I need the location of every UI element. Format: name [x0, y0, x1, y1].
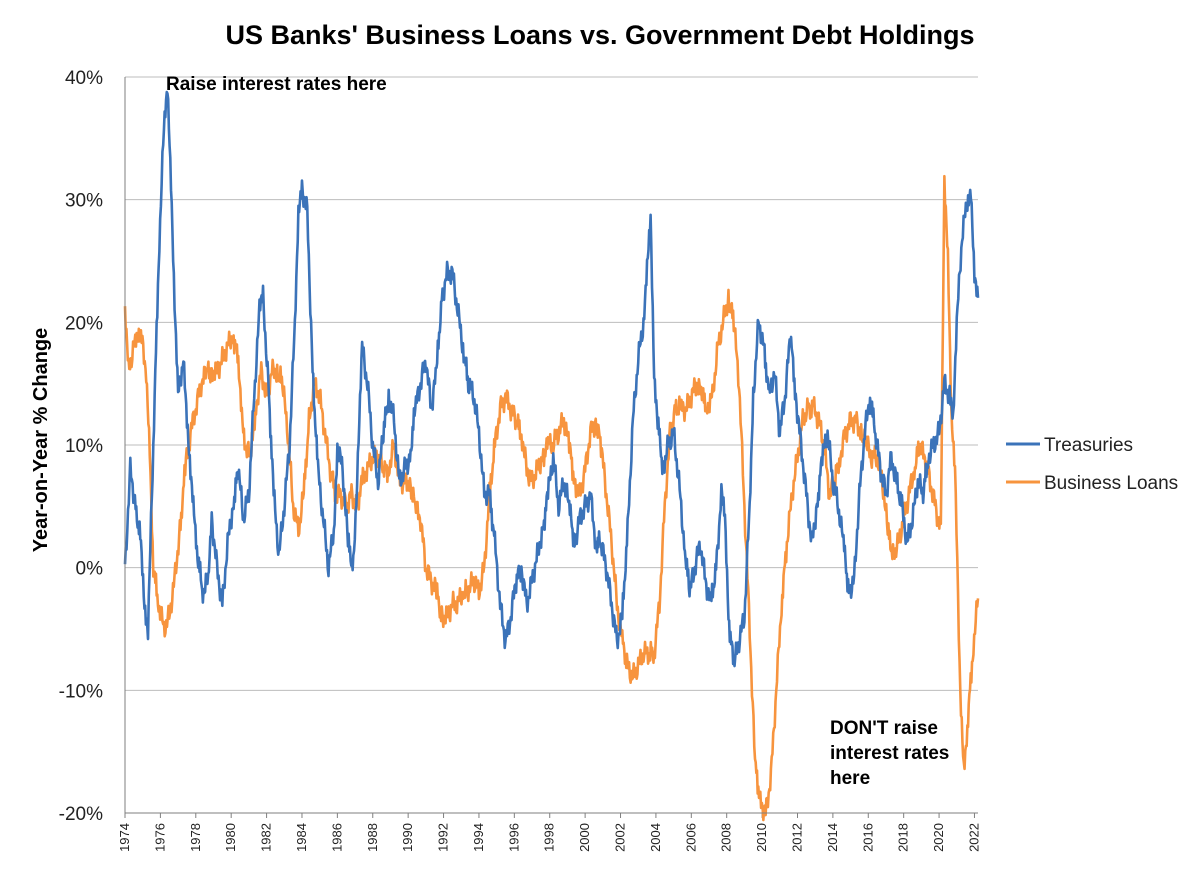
x-tick-label: 1984: [294, 823, 309, 852]
legend: Treasuries Business Loans: [1006, 435, 1178, 494]
annotations: Raise interest rates here DON'T raise inte…: [166, 74, 949, 789]
x-tick-label: 1996: [506, 823, 521, 852]
y-tick-labels: -20% -10% 0% 10% 20% 30% 40%: [59, 68, 103, 825]
annotation-text: here: [830, 768, 870, 789]
x-tick-label: 1978: [188, 823, 203, 852]
y-tick-label: 20%: [65, 313, 103, 334]
x-tick-label: 2016: [860, 823, 875, 852]
x-tick-label: 2004: [648, 823, 663, 852]
annotation-text: interest rates: [830, 743, 949, 764]
x-tick-label: 2002: [613, 823, 628, 852]
x-tick-label: 2014: [825, 823, 840, 852]
x-tick-label: 1990: [400, 823, 415, 852]
y-axis-label: Year-on-Year % Change: [30, 328, 52, 553]
series-line-treasuries: [123, 90, 980, 668]
x-tick-label: 2012: [789, 823, 804, 852]
y-tick-label: 10%: [65, 436, 103, 457]
y-tick-label: 0%: [76, 559, 104, 580]
x-tick-label: 2000: [577, 823, 592, 852]
x-tick-label: 1992: [436, 823, 451, 852]
x-tick-label: 2022: [966, 823, 981, 852]
x-tick-label: 1974: [117, 823, 132, 852]
annotation-text: Raise interest rates here: [166, 74, 387, 95]
y-tick-label: 30%: [65, 191, 103, 212]
x-tick-label: 2006: [683, 823, 698, 852]
x-tick-label: 2018: [896, 823, 911, 852]
chart-title: US Banks' Business Loans vs. Government …: [225, 20, 974, 50]
x-tick-label: 1986: [329, 823, 344, 852]
y-tick-label: -10%: [59, 681, 103, 702]
x-tick-label: 1998: [542, 823, 557, 852]
x-tick-label: 1982: [259, 823, 274, 852]
x-tick-label: 1988: [365, 823, 380, 852]
legend-label: Treasuries: [1044, 435, 1133, 456]
legend-label: Business Loans: [1044, 473, 1178, 494]
y-tick-label: 40%: [65, 68, 103, 89]
series-line-business-loans: [123, 174, 980, 822]
series-lines: [123, 90, 980, 822]
annotation-text: DON'T raise: [830, 718, 938, 739]
x-tick-labels: 1974 1976 1978 1980 1982 1984 1986 1988 1990 1992…: [117, 813, 981, 852]
x-tick-label: 2010: [754, 823, 769, 852]
x-tick-label: 2008: [719, 823, 734, 852]
x-tick-label: 1980: [223, 823, 238, 852]
x-tick-label: 2020: [931, 823, 946, 852]
x-tick-label: 1994: [471, 823, 486, 852]
x-tick-label: 1976: [152, 823, 167, 852]
y-tick-label: -20%: [59, 804, 103, 825]
